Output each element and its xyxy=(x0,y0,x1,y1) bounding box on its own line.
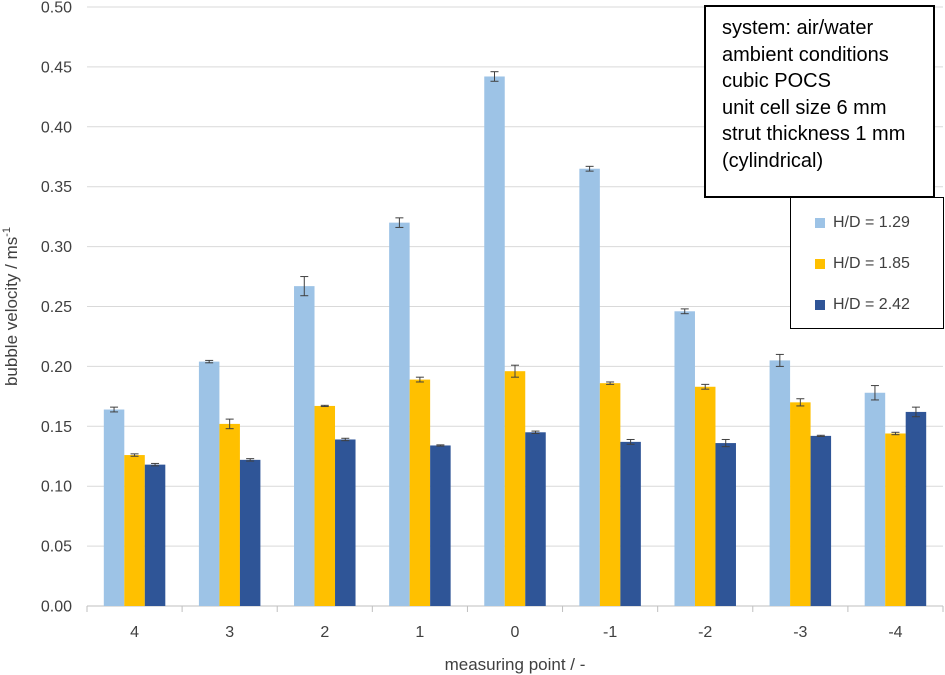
y-axis-title: bubble velocity / ms-1 xyxy=(1,227,21,386)
y-tick-label-9: 0.45 xyxy=(41,59,72,76)
x-tick-label-7: -3 xyxy=(793,624,807,641)
bar-s2-0 xyxy=(525,432,546,606)
x-tick-label-6: -2 xyxy=(698,624,712,641)
info-line-strut-thickness: strut thickness 1 mm xyxy=(722,123,906,145)
x-tick-label-4: 0 xyxy=(511,624,520,641)
error-bars-group xyxy=(110,71,920,467)
x-tick-label-8: -4 xyxy=(888,624,902,641)
bar-s2-4 xyxy=(144,464,166,606)
x-tick-label-3: 1 xyxy=(415,624,424,641)
bar-s0-2 xyxy=(294,286,315,606)
y-tick-label-0: 0.00 xyxy=(41,599,72,616)
y-tick-label-2: 0.10 xyxy=(41,479,72,496)
bar-s2--4 xyxy=(905,411,927,606)
conditions-box: system: air/water ambient conditions cub… xyxy=(704,5,935,198)
y-tick-label-5: 0.25 xyxy=(41,299,72,316)
tick-labels-group: 0.00 0.05 0.10 0.15 0.20 0.25 0.30 0.35 0.40 0.45… xyxy=(41,0,903,641)
legend-swatch-hd-2-42 xyxy=(815,300,825,310)
bar-s2-3 xyxy=(239,459,261,606)
y-axis-title-text: bubble velocity / ms xyxy=(2,237,21,386)
legend-swatch-hd-1-29 xyxy=(815,218,825,228)
bar-s0-4 xyxy=(103,409,125,606)
bar-s2--1 xyxy=(620,441,641,606)
y-tick-label-10: 0.50 xyxy=(41,0,72,17)
bar-s0--4 xyxy=(864,392,886,606)
bar-s1-2 xyxy=(314,405,336,606)
bar-s1--4 xyxy=(885,433,906,606)
bar-s0--3 xyxy=(769,360,791,606)
bar-s0--2 xyxy=(674,311,695,606)
y-tick-label-8: 0.40 xyxy=(41,119,72,136)
bar-s1--1 xyxy=(599,383,621,606)
info-line-structure: cubic POCS xyxy=(722,70,831,92)
bar-s0--1 xyxy=(579,168,600,607)
bar-s1-3 xyxy=(219,423,240,606)
bar-s1--3 xyxy=(790,402,811,606)
bar-s1-0 xyxy=(504,371,526,606)
info-line-conditions: ambient conditions xyxy=(722,43,889,66)
legend-swatch-hd-1-85 xyxy=(815,259,825,269)
bar-s0-3 xyxy=(198,361,220,606)
legend: H/D = 1.29 H/D = 1.85 H/D = 2.42 xyxy=(790,197,944,329)
bar-s1-1 xyxy=(409,379,431,606)
bar-s1-4 xyxy=(124,455,145,606)
bar-s1--2 xyxy=(694,386,716,606)
x-tick-label-2: 2 xyxy=(320,624,329,641)
bar-s2-1 xyxy=(430,445,451,606)
bar-s2--3 xyxy=(810,435,832,606)
legend-item-hd-2-42: H/D = 2.42 xyxy=(815,295,910,315)
info-line-cell-size: unit cell size 6 mm xyxy=(722,96,887,119)
bar-s2-2 xyxy=(335,439,356,606)
y-tick-label-6: 0.30 xyxy=(41,239,72,256)
legend-label-hd-2-42: H/D = 2.42 xyxy=(833,296,910,313)
bars-group xyxy=(103,76,927,607)
legend-item-hd-1-29: H/D = 1.29 xyxy=(815,213,910,233)
y-axis-title-superscript: -1 xyxy=(1,227,13,237)
x-axis-title: measuring point / - xyxy=(445,655,586,674)
bar-s0-0 xyxy=(484,76,505,606)
y-tick-label-4: 0.20 xyxy=(41,359,72,376)
legend-label-hd-1-29: H/D = 1.29 xyxy=(833,214,910,231)
y-tick-label-1: 0.05 xyxy=(41,539,72,556)
y-tick-label-7: 0.35 xyxy=(41,179,72,196)
x-tick-label-5: -1 xyxy=(603,624,617,641)
bar-s0-1 xyxy=(389,222,410,606)
x-tick-label-1: 3 xyxy=(225,624,234,641)
bar-s2--2 xyxy=(715,443,736,606)
legend-item-hd-1-85: H/D = 1.85 xyxy=(815,254,910,274)
info-line-system: system: air/water xyxy=(722,17,874,39)
y-tick-label-3: 0.15 xyxy=(41,419,72,436)
info-line-strut-shape: (cylindrical) xyxy=(722,149,824,172)
x-tick-label-0: 4 xyxy=(130,624,139,641)
legend-label-hd-1-85: H/D = 1.85 xyxy=(833,255,910,272)
